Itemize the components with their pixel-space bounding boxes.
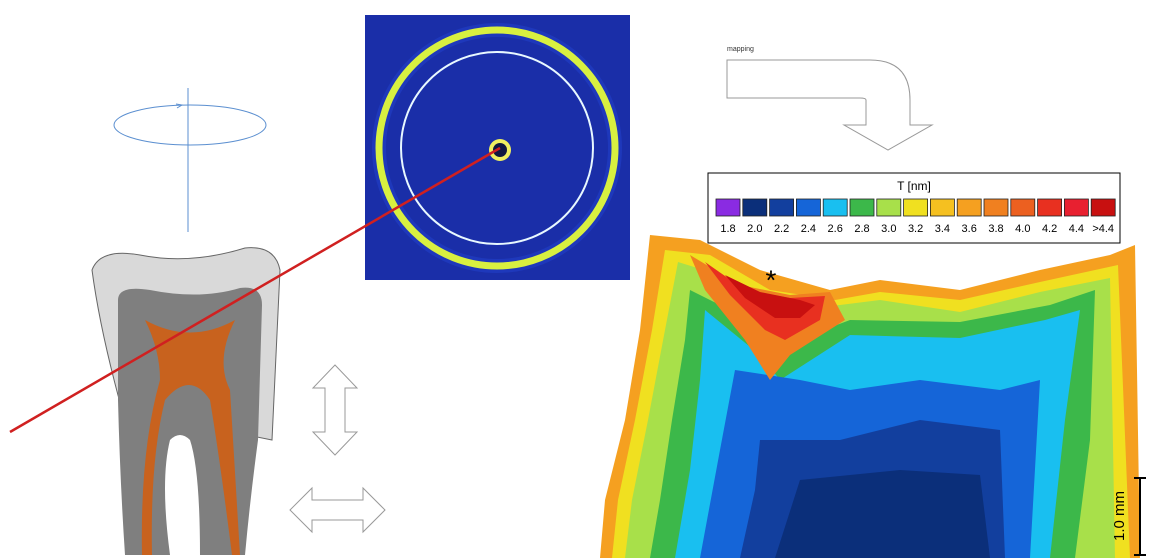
legend-swatch bbox=[956, 198, 982, 217]
legend-label: 2.6 bbox=[828, 223, 843, 235]
hotspot-marker: * bbox=[766, 264, 777, 295]
horizontal-arrow bbox=[289, 486, 386, 534]
vertical-arrow bbox=[311, 364, 359, 456]
legend-swatch bbox=[849, 198, 875, 217]
legend-label: 2.8 bbox=[854, 223, 869, 235]
diffraction-image bbox=[365, 15, 630, 280]
legend-label: 1.8 bbox=[720, 223, 735, 235]
tooth bbox=[91, 247, 281, 555]
rotation-axis bbox=[113, 88, 267, 232]
thickness-map bbox=[600, 235, 1140, 558]
mapping-label: mapping bbox=[727, 46, 754, 53]
x-ray-beam bbox=[9, 146, 501, 434]
legend-label: 3.8 bbox=[988, 223, 1003, 235]
legend-swatch bbox=[822, 198, 848, 217]
legend-label: 2.2 bbox=[774, 223, 789, 235]
legend-label: 3.4 bbox=[935, 223, 950, 235]
scale-bar bbox=[1134, 477, 1146, 556]
legend-label: 4.2 bbox=[1042, 223, 1057, 235]
legend-label: 4.4 bbox=[1069, 223, 1084, 235]
legend-swatch bbox=[903, 198, 928, 217]
legend-title: T [nm] bbox=[897, 179, 931, 193]
legend-swatch bbox=[983, 198, 1009, 217]
legend-swatch bbox=[876, 198, 902, 217]
legend-swatch bbox=[769, 198, 794, 217]
legend-label: 3.0 bbox=[881, 223, 896, 235]
legend-label: >4.4 bbox=[1092, 223, 1114, 235]
legend-swatch bbox=[796, 198, 821, 217]
legend-label: 2.0 bbox=[747, 223, 762, 235]
legend-swatch bbox=[1010, 198, 1036, 217]
legend-swatch bbox=[1090, 198, 1116, 217]
legend-label: 2.4 bbox=[801, 223, 816, 235]
legend-swatch bbox=[742, 198, 768, 217]
legend-label: 4.0 bbox=[1015, 223, 1030, 235]
legend-swatch bbox=[1064, 198, 1089, 217]
legend-swatch bbox=[930, 198, 955, 217]
legend-label: 3.6 bbox=[962, 223, 977, 235]
legend-label: 3.2 bbox=[908, 223, 923, 235]
mapping-arrow bbox=[726, 59, 934, 151]
scale-bar-label: 1.0 mm bbox=[1111, 491, 1128, 541]
legend-swatch bbox=[1037, 198, 1062, 217]
legend: T [nm] 1.8 2.0 2.2 2.4 2.6 2.8 3.0 3.2 3.4 3.6 3.8… bbox=[707, 172, 1121, 244]
legend-swatch bbox=[715, 198, 741, 217]
